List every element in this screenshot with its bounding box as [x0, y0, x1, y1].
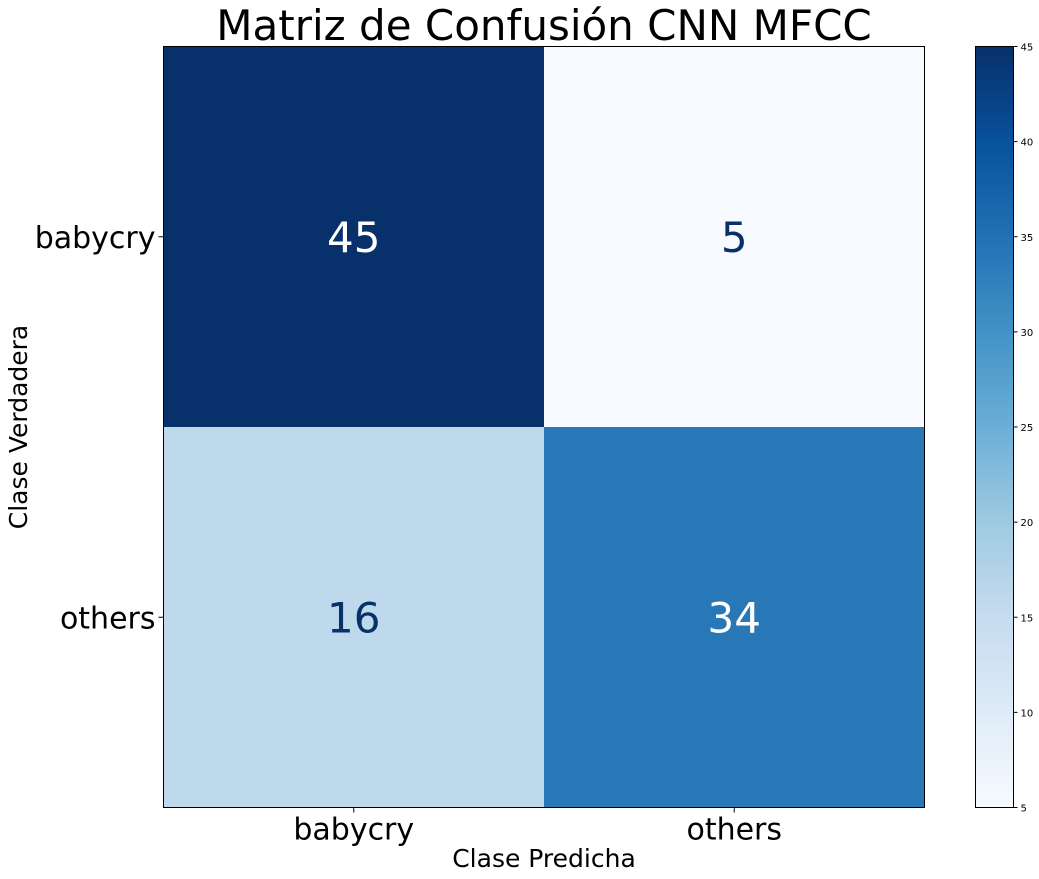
colorbar-tick-label: 30 — [1021, 328, 1034, 339]
colorbar — [975, 46, 1014, 808]
matrix-cell — [544, 46, 925, 427]
y-axis-label: Clase Verdadera — [4, 325, 33, 530]
cell-value-label: 5 — [721, 213, 748, 262]
colorbar-tick-label: 5 — [1021, 804, 1027, 815]
colorbar-tick-label: 25 — [1021, 423, 1034, 434]
matrix-cell — [163, 46, 544, 427]
colorbar-tick-label: 15 — [1021, 613, 1034, 624]
colorbar-ticks: 5 10 15 20 25 30 35 40 45 — [1013, 43, 1034, 815]
matrix-cell — [544, 427, 925, 808]
cell-value-label: 45 — [327, 213, 380, 262]
colorbar-tick-label: 40 — [1021, 138, 1034, 149]
cell-value-label: 34 — [708, 593, 761, 642]
y-axis-ticks: babycry others — [35, 221, 164, 636]
x-tick-label: babycry — [293, 813, 414, 848]
colorbar-tick-label: 35 — [1021, 233, 1034, 244]
x-axis-ticks: babycry others — [293, 807, 782, 848]
x-axis-label: Clase Predicha — [452, 844, 636, 873]
colorbar-tick-label: 20 — [1021, 518, 1034, 529]
y-tick-label: babycry — [35, 221, 156, 256]
plot-frame — [163, 46, 925, 808]
matrix-cell — [163, 427, 544, 808]
chart-title: Matriz de Confusión CNN MFCC — [216, 1, 871, 50]
colorbar-tick-label: 10 — [1021, 708, 1034, 719]
matrix-cells: 45 5 16 34 — [163, 46, 925, 808]
cell-value-label: 16 — [327, 593, 380, 642]
x-tick-label: others — [686, 813, 782, 848]
colorbar-tick-label: 45 — [1021, 43, 1034, 54]
y-tick-label: others — [60, 601, 156, 636]
